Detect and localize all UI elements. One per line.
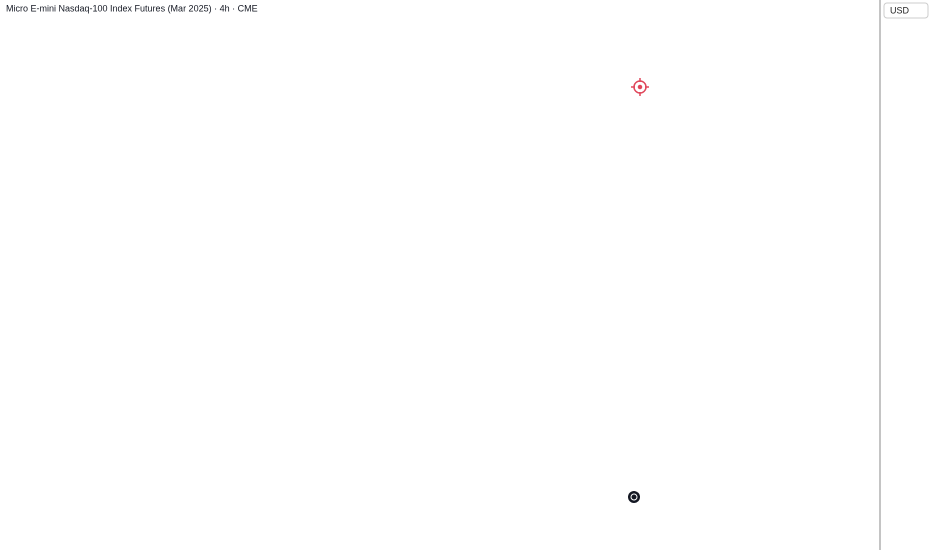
currency[interactable]: USD [890,5,910,15]
replay-icon[interactable] [628,491,640,503]
price-axis [880,0,932,550]
crosshair-icon [631,78,649,96]
currency-button[interactable] [883,2,929,19]
chart-title: Micro E-mini Nasdaq-100 Index Futures (M… [6,3,258,13]
time-axis [0,535,880,550]
